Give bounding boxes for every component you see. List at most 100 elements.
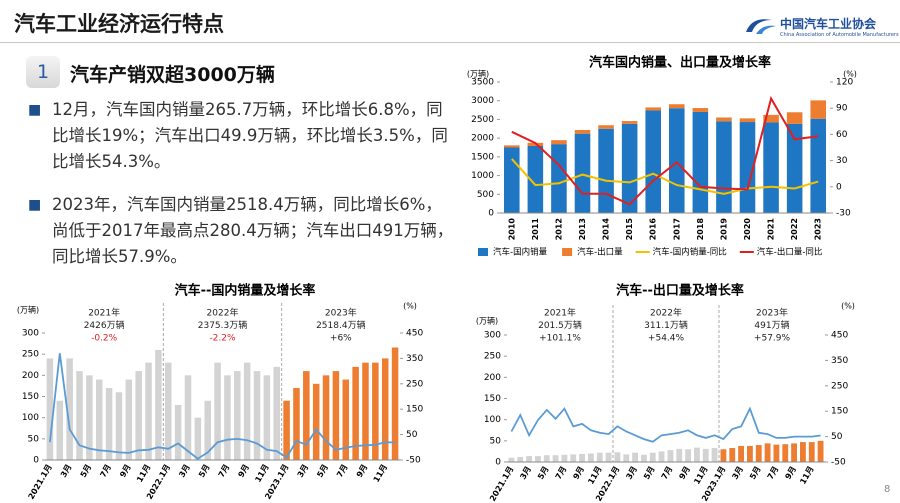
x-tick-label: 11月 (586, 465, 603, 486)
bar (692, 111, 709, 213)
x-tick-label: 7月 (660, 465, 675, 481)
bar (322, 375, 330, 460)
annotation: +6% (330, 334, 352, 344)
y2-tick-label: 50 (831, 432, 843, 442)
bar (605, 452, 612, 462)
y2-tick-label: -30 (836, 209, 851, 219)
bar (527, 146, 544, 213)
bar (391, 347, 399, 460)
bar (658, 451, 665, 462)
logo-mark (746, 19, 776, 34)
bar (253, 371, 261, 460)
x-tick-label: 5月 (642, 465, 657, 481)
bar (782, 444, 789, 462)
legend-label: 汽车-出口量-同比 (757, 247, 823, 258)
y-tick-label: 0 (488, 209, 494, 219)
bar (676, 448, 683, 462)
y-axis-label: (万辆) (476, 316, 498, 326)
bar (184, 375, 192, 460)
y-tick-label: 50 (490, 436, 502, 446)
x-tick-label: 5月 (748, 465, 763, 481)
x-tick-label: 2023 (814, 218, 823, 240)
annotation: 201.5万辆 (538, 319, 582, 331)
y2-tick-label: 50 (406, 430, 418, 440)
y-tick-label: 1500 (471, 152, 494, 162)
bar (747, 445, 753, 462)
bar (86, 375, 93, 460)
bar (755, 445, 762, 462)
y2-tick-label: 350 (831, 356, 848, 366)
logo-subtext: China Association of Automobile Manufact… (780, 32, 899, 38)
x-tick-label: 7月 (335, 463, 350, 479)
x-tick-label: 7月 (98, 463, 113, 479)
annotation: 311.1万辆 (644, 319, 688, 331)
x-tick-label: 2017 (672, 218, 681, 240)
bar (535, 456, 541, 462)
y-tick-label: 2000 (471, 134, 494, 144)
x-tick-label: 2019 (719, 218, 728, 241)
y2-tick-label: 90 (836, 104, 848, 114)
y-tick-label: 300 (484, 331, 501, 341)
y-axis-label: (万辆) (467, 69, 489, 79)
bar (786, 112, 803, 124)
y-tick-label: 2500 (471, 115, 494, 125)
bar (504, 147, 520, 213)
bar (738, 445, 744, 462)
bar (720, 449, 727, 462)
y-tick-label: 200 (484, 373, 501, 383)
x-tick-label: 2020 (743, 218, 752, 241)
x-tick-label: 2013 (578, 218, 587, 240)
bar (145, 362, 152, 460)
x-tick-label: 2010 (507, 218, 516, 241)
x-tick-label: 3月 (624, 465, 639, 481)
x-tick-label: 9月 (236, 463, 251, 479)
bar (105, 388, 113, 460)
logo-text: 中国汽车工业协会 (780, 17, 877, 31)
y2-tick-label: -50 (406, 456, 421, 466)
x-tick-label: 2011 (531, 218, 540, 241)
title-rule (0, 42, 900, 43)
y-tick-label: 100 (484, 415, 501, 425)
y2-tick-label: 450 (406, 329, 423, 339)
x-tick-label: 3月 (59, 463, 74, 479)
x-tick-label: 2021.1月 (27, 463, 54, 501)
bar (312, 383, 320, 460)
x-tick-label: 5月 (79, 463, 94, 479)
bar (716, 117, 732, 122)
x-tick-label: 7月 (217, 463, 232, 479)
annotation: -2.2% (209, 334, 236, 344)
annotation: +54.4% (648, 334, 685, 344)
bar (155, 349, 162, 460)
bar (214, 362, 221, 460)
bar (711, 448, 718, 462)
bar (95, 379, 103, 460)
bar (115, 392, 123, 460)
x-tick-label: 7月 (554, 465, 569, 481)
y2-tick-label: 150 (831, 407, 848, 417)
bar (561, 454, 568, 462)
y-tick-label: 200 (22, 371, 39, 381)
annotation: 2021年 (544, 307, 576, 319)
legend-swatch (478, 248, 488, 256)
bar (763, 114, 779, 123)
bullet-text: 12月，汽车国内销量265.7万辆，环比增长6.8%，同比增长19%；汽车出口4… (52, 100, 448, 171)
x-tick-label: 7月 (766, 465, 781, 481)
legend-label: 汽车-出口量 (577, 247, 623, 258)
bar (574, 129, 591, 134)
y2-tick-label: 250 (831, 381, 848, 391)
bar (243, 362, 251, 460)
bar (729, 448, 736, 462)
bar (764, 443, 771, 462)
bar (125, 379, 133, 460)
x-tick-label: 2021 (767, 218, 776, 241)
slide-title: 汽车工业经济运行特点 (14, 12, 224, 36)
x-tick-label: 9月 (571, 465, 586, 481)
bar (667, 450, 674, 462)
x-tick-label: 3月 (730, 465, 745, 481)
x-tick-label: 3月 (518, 465, 533, 481)
line-series (511, 95, 819, 206)
bar (552, 455, 559, 462)
y-tick-label: 150 (484, 394, 501, 404)
y-tick-label: 50 (28, 434, 40, 444)
x-tick-label: 11月 (372, 463, 389, 484)
